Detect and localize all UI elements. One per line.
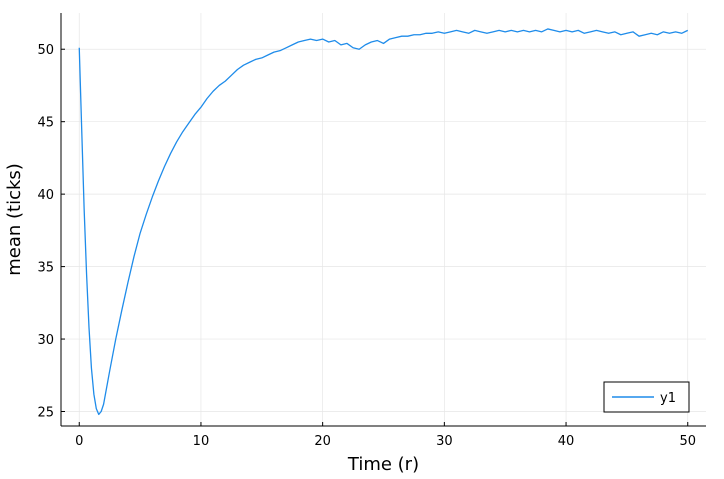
series-line-y1: [78, 28, 689, 416]
x-tick-label-1: 10: [193, 434, 210, 449]
grid-lines: [61, 13, 706, 426]
tick-labels: 0 10 20 30 40 50 25 30 35 40 45 50: [37, 43, 696, 449]
x-tick-label-4: 40: [558, 434, 575, 449]
x-tick-label-5: 50: [679, 434, 696, 449]
y-tick-label-2: 35: [37, 261, 54, 276]
x-axis-label: Time (r): [347, 454, 419, 475]
legend-label-y1: y1: [660, 391, 676, 406]
axes: [60, 13, 706, 427]
tick-marks: [61, 48, 689, 426]
y-tick-label-0: 25: [37, 406, 54, 421]
x-tick-label-3: 30: [436, 434, 453, 449]
y-tick-label-3: 40: [37, 188, 54, 203]
x-tick-label-0: 0: [75, 434, 83, 449]
x-tick-label-2: 20: [314, 434, 331, 449]
y-tick-label-5: 50: [37, 43, 54, 58]
series-group: [78, 28, 689, 416]
y-tick-label-1: 30: [37, 333, 54, 348]
legend: y1: [603, 381, 690, 413]
y-tick-label-4: 45: [37, 116, 54, 131]
y-axis-label: mean (ticks): [4, 163, 25, 276]
